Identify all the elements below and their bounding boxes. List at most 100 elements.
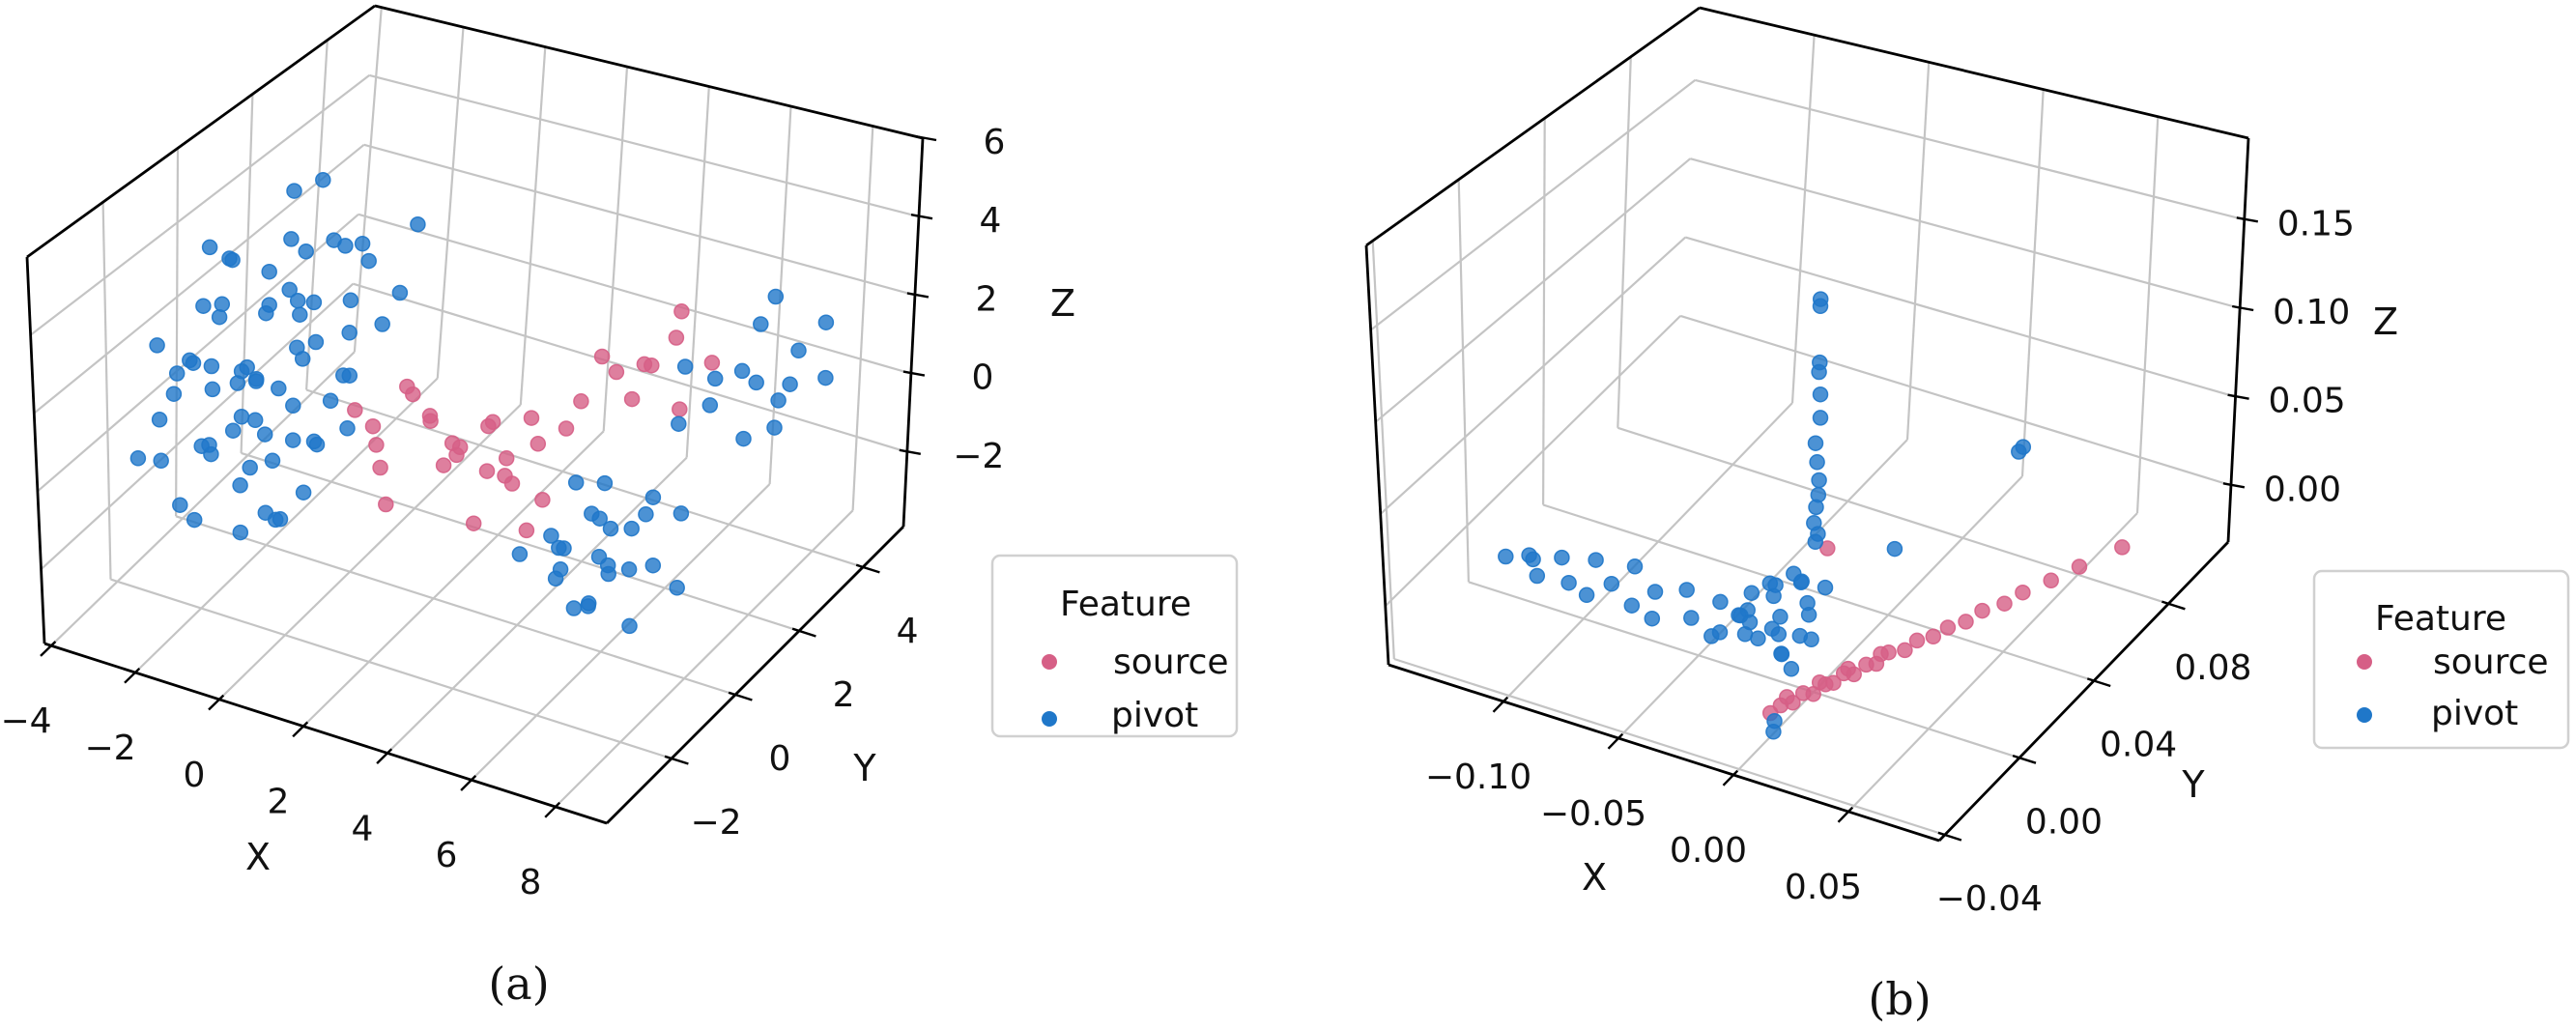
backwall-gridline-x: [436, 27, 465, 379]
x-tick: [1607, 732, 1624, 750]
y-tick-label: 4: [897, 612, 919, 651]
point-pivot: [204, 381, 221, 398]
floor-gridline-x: [134, 377, 439, 673]
point-pivot: [596, 474, 614, 492]
point-pivot: [1711, 624, 1729, 641]
point-pivot: [1811, 472, 1827, 489]
point-source: [364, 417, 382, 435]
point-pivot: [1644, 610, 1661, 627]
x-tick: [40, 641, 57, 657]
floor-gridline-y: [241, 451, 800, 632]
z-tick: [2236, 216, 2259, 223]
x-tick: [1837, 806, 1854, 823]
x-tick-label: −4: [0, 701, 51, 741]
legend-title: Feature: [1060, 585, 1191, 624]
point-pivot: [289, 339, 305, 356]
point-pivot: [224, 422, 242, 439]
point-pivot: [1803, 631, 1819, 648]
point-pivot: [1808, 499, 1824, 516]
x-tick: [1722, 769, 1739, 787]
point-pivot: [817, 369, 834, 386]
grid: [26, 4, 924, 808]
backwall-gridline-x: [2135, 116, 2160, 514]
z-tick: [2222, 482, 2246, 489]
grid: [1369, 35, 2246, 837]
point-pivot: [360, 252, 377, 270]
leftwall-gridline-y: [1457, 179, 1470, 583]
point-pivot: [1770, 626, 1788, 643]
y-tick-label: 2: [833, 675, 855, 715]
x-tick-label: 6: [435, 836, 457, 875]
point-source: [372, 459, 388, 476]
point-pivot: [410, 215, 426, 233]
legend-marker-pivot: [1042, 711, 1057, 727]
point-pivot: [1554, 549, 1570, 566]
x-tick: [544, 801, 561, 818]
point-pivot: [172, 497, 188, 513]
leftwall-gridline-y: [175, 148, 180, 517]
point-pivot: [1800, 607, 1818, 623]
point-pivot: [292, 306, 308, 323]
point-pivot: [1498, 548, 1514, 565]
legend-frame: [2312, 569, 2570, 750]
point-pivot: [1678, 582, 1695, 598]
point-pivot: [1603, 575, 1620, 592]
x-axis-label: X: [1582, 856, 1607, 899]
x-tick-label: −0.10: [1425, 758, 1531, 797]
x-tick-label: 4: [351, 809, 373, 848]
y-tick: [2012, 754, 2037, 764]
leftwall-gridline-z: [37, 213, 359, 493]
backwall-gridline-z: [353, 282, 908, 453]
y-axis-label: Y: [2181, 763, 2205, 806]
point-pivot: [246, 412, 264, 429]
point-source: [347, 402, 363, 418]
pane-edge-left: [25, 256, 46, 644]
point-pivot: [1712, 593, 1729, 611]
point-pivot: [201, 437, 217, 453]
x-tick: [124, 667, 141, 684]
point-pivot: [590, 549, 608, 565]
point-pivot: [1623, 597, 1641, 614]
floor-gridline-x: [218, 404, 522, 701]
point-pivot: [354, 235, 371, 252]
point-pivot: [770, 392, 787, 409]
point-pivot: [229, 375, 246, 391]
backwall-gridline-x: [519, 46, 547, 405]
point-pivot: [1525, 551, 1541, 568]
point-source: [478, 463, 496, 479]
axes: [25, 4, 937, 825]
point-pivot: [271, 380, 287, 397]
point-pivot: [565, 600, 583, 616]
y-axis-label: Y: [852, 747, 876, 789]
leftwall-gridline-y: [240, 94, 254, 453]
point-pivot: [195, 298, 212, 314]
point-pivot: [341, 325, 358, 341]
floor-gridline-x: [1847, 512, 2138, 813]
point-source: [484, 414, 501, 430]
point-pivot: [1783, 661, 1800, 677]
floor-gridline-x: [1732, 475, 2023, 776]
y-tick-label: 0.04: [2100, 726, 2177, 765]
z-tick: [902, 370, 926, 377]
point-pivot: [289, 292, 306, 309]
x-axis-line: [43, 642, 608, 825]
point-source: [673, 303, 690, 320]
scatter3d-plot-b: −0.10−0.05 0.00 0.05 −0.04 0.00 0.04 0.08 0.00 0…: [1364, 6, 2570, 1025]
floor-gridline-y: [1542, 503, 2095, 682]
pane-edge-top-left: [26, 4, 376, 259]
legend: Feature source pivot: [2312, 569, 2570, 750]
backwall-gridline-x: [1905, 62, 1931, 441]
point-pivot: [1807, 533, 1824, 551]
point-pivot: [298, 243, 314, 260]
point-pivot: [621, 617, 638, 635]
point-pivot: [2015, 439, 2032, 455]
point-pivot: [261, 297, 277, 313]
pane-edge-left: [1364, 244, 1390, 666]
backwall-gridline-z: [1684, 236, 2236, 398]
legend-marker-source: [2357, 654, 2372, 670]
backwall-gridline-x: [685, 86, 710, 458]
point-pivot: [748, 374, 764, 391]
leftwall-gridline-z: [1374, 157, 1692, 423]
z-tick-label: 0.00: [2264, 470, 2341, 509]
point-pivot: [201, 239, 218, 256]
